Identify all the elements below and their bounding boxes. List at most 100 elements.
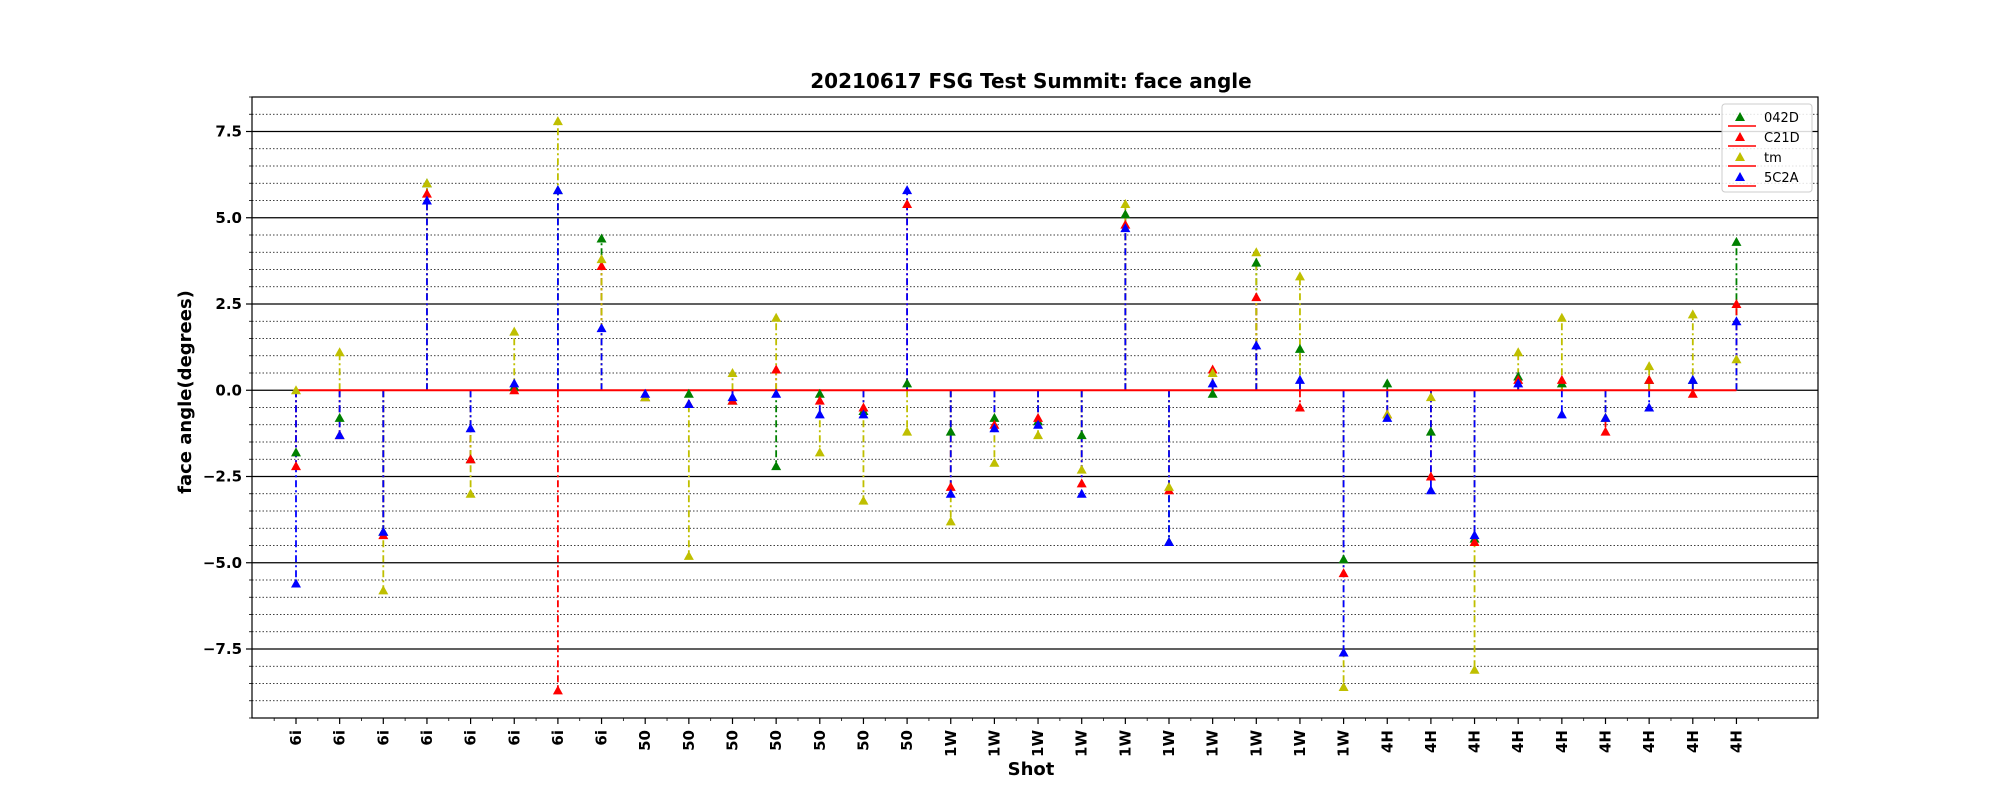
x-tick-label: 50 bbox=[680, 730, 698, 751]
point-042D bbox=[291, 447, 301, 457]
y-tick-label: 2.5 bbox=[215, 295, 242, 313]
point-5C2A bbox=[727, 392, 738, 402]
point-5C2A bbox=[378, 526, 389, 536]
x-tick-label: 50 bbox=[767, 730, 785, 751]
point-C21D bbox=[814, 395, 825, 405]
point-5C2A bbox=[465, 423, 476, 433]
legend-marker-5C2A bbox=[1735, 172, 1745, 181]
point-tm bbox=[771, 312, 782, 322]
point-5C2A bbox=[1382, 412, 1393, 422]
point-C21D bbox=[945, 481, 956, 491]
point-C21D bbox=[421, 188, 432, 198]
point-5C2A bbox=[1033, 419, 1044, 429]
point-5C2A bbox=[771, 388, 782, 398]
x-tick-label: 4H bbox=[1597, 730, 1615, 753]
x-tick-label: 50 bbox=[636, 730, 654, 751]
point-042D bbox=[1076, 430, 1087, 440]
point-tm bbox=[683, 550, 694, 560]
x-tick-label: 50 bbox=[724, 730, 742, 751]
point-tm bbox=[1425, 392, 1436, 402]
point-5C2A bbox=[1164, 537, 1174, 547]
point-C21D bbox=[1687, 388, 1698, 398]
point-042D bbox=[945, 426, 956, 436]
x-tick-label: 50 bbox=[898, 730, 916, 751]
y-tick-label: −7.5 bbox=[203, 640, 242, 658]
point-C21D bbox=[596, 261, 607, 271]
legend-marker-042D bbox=[1735, 112, 1745, 121]
x-tick-label: 4H bbox=[1727, 730, 1745, 753]
legend-label: 042D bbox=[1764, 111, 1799, 126]
x-tick-label: 1W bbox=[942, 730, 960, 757]
point-5C2A bbox=[1600, 412, 1611, 422]
point-C21D bbox=[1469, 537, 1480, 547]
y-tick-label: 7.5 bbox=[215, 123, 242, 141]
point-042D bbox=[902, 378, 913, 388]
x-tick-label: 1W bbox=[1116, 730, 1134, 757]
point-C21D bbox=[1644, 374, 1655, 384]
point-C21D bbox=[465, 454, 476, 464]
point-C21D bbox=[552, 685, 563, 695]
point-tm bbox=[334, 347, 345, 357]
y-tick-label: 0.0 bbox=[215, 381, 242, 399]
point-tm bbox=[1338, 681, 1349, 691]
x-tick-label: 6i bbox=[287, 730, 305, 746]
point-C21D bbox=[1731, 299, 1742, 308]
point-042D bbox=[1425, 426, 1436, 436]
point-tm bbox=[596, 254, 607, 264]
point-5C2A bbox=[640, 388, 651, 398]
legend-marker-tm bbox=[1735, 152, 1745, 161]
point-tm bbox=[1294, 271, 1305, 281]
point-5C2A bbox=[1207, 378, 1218, 388]
point-tm bbox=[945, 516, 956, 526]
point-tm bbox=[1513, 347, 1524, 357]
point-tm bbox=[552, 116, 563, 126]
point-5C2A bbox=[1251, 340, 1262, 350]
y-axis-label: face angle(degrees) bbox=[175, 290, 196, 494]
legend-label: tm bbox=[1764, 151, 1782, 166]
legend-label: C21D bbox=[1764, 131, 1800, 146]
x-tick-label: 1W bbox=[1335, 730, 1353, 757]
point-C21D bbox=[1076, 478, 1087, 488]
x-axis-label: Shot bbox=[1008, 759, 1055, 780]
point-5C2A bbox=[291, 578, 301, 588]
point-tm bbox=[291, 385, 301, 395]
x-tick-label: 6i bbox=[505, 730, 523, 746]
point-5C2A bbox=[1425, 485, 1436, 495]
point-tm bbox=[1556, 312, 1567, 322]
point-042D bbox=[334, 412, 345, 422]
legend-label: 5C2A bbox=[1764, 171, 1799, 186]
point-5C2A bbox=[683, 399, 694, 409]
point-tm bbox=[509, 326, 520, 336]
point-042D bbox=[1731, 236, 1742, 246]
legend-marker-C21D bbox=[1735, 132, 1745, 141]
point-5C2A bbox=[814, 409, 825, 419]
point-042D bbox=[1207, 388, 1218, 398]
x-tick-label: 50 bbox=[811, 730, 829, 751]
point-C21D bbox=[1338, 568, 1349, 578]
x-tick-label: 1W bbox=[1247, 730, 1265, 757]
point-5C2A bbox=[858, 409, 869, 419]
point-042D bbox=[596, 233, 607, 243]
point-042D bbox=[1120, 209, 1131, 219]
x-tick-label: 6i bbox=[418, 730, 436, 746]
point-5C2A bbox=[1294, 374, 1305, 384]
point-5C2A bbox=[1338, 647, 1349, 657]
point-C21D bbox=[509, 385, 520, 395]
x-tick-label: 1W bbox=[1204, 730, 1222, 757]
point-5C2A bbox=[1644, 402, 1655, 412]
x-tick-label: 4H bbox=[1684, 730, 1702, 753]
x-tick-label: 4H bbox=[1553, 730, 1571, 753]
point-5C2A bbox=[552, 185, 563, 195]
point-tm bbox=[814, 447, 825, 457]
x-tick-label: 6i bbox=[462, 730, 480, 746]
point-5C2A bbox=[1469, 530, 1480, 540]
point-5C2A bbox=[1120, 223, 1131, 233]
y-axis-ticks: −7.5 −5.0 −2.5 0.0 2.5 5.0 7.5 bbox=[203, 96, 252, 719]
point-5C2A bbox=[1513, 378, 1524, 388]
point-tm bbox=[989, 457, 1000, 467]
y-tick-label: −5.0 bbox=[203, 554, 242, 572]
point-042D bbox=[814, 388, 825, 398]
x-tick-label: 6i bbox=[374, 730, 392, 746]
